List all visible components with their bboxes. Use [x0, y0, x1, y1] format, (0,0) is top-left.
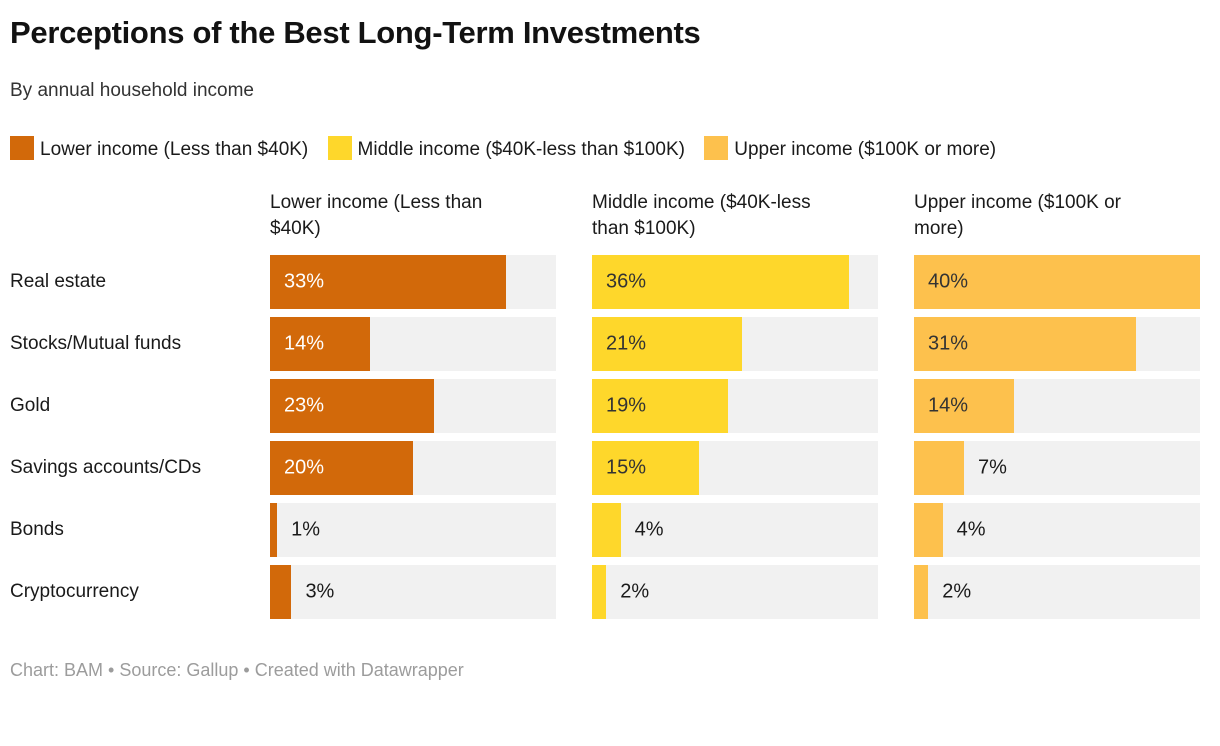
- bar-track: 14%: [914, 379, 1200, 433]
- legend-swatch-lower-income-icon: [10, 136, 34, 160]
- bar-track: 1%: [270, 503, 556, 557]
- bar: [270, 317, 371, 371]
- bar-track: 2%: [914, 565, 1200, 619]
- bar-value-label: 15%: [606, 456, 647, 479]
- bar-track: 2%: [592, 565, 878, 619]
- bar: [592, 503, 621, 557]
- bar-track: 20%: [270, 441, 556, 495]
- legend-item-upper-income: Upper income ($100K or more): [704, 136, 997, 160]
- chart-footer-attribution: Chart: BAM • Source: Gallup • Created wi…: [10, 660, 464, 680]
- bar: [270, 503, 278, 557]
- bar-value-label: 3%: [305, 580, 335, 603]
- legend-label-middle-income: Middle income ($40K-less than $100K): [357, 139, 685, 160]
- chart-row-cryptocurrency: Cryptocurrency 3% 2% 2%: [10, 565, 1200, 619]
- bar-value-label: 23%: [284, 394, 325, 417]
- bar: [914, 379, 1015, 433]
- chart-row-real-estate: Real estate 33% 36% 40%: [10, 255, 1200, 309]
- bar-value-label: 2%: [620, 580, 650, 603]
- chart-subtitle: By annual household income: [10, 80, 255, 101]
- row-label: Gold: [10, 395, 51, 416]
- column-headers: Lower income (Less than $40K) Middle inc…: [10, 190, 1200, 242]
- bar-value-label: 33%: [284, 270, 325, 293]
- bar: [592, 317, 743, 371]
- bar-track: 23%: [270, 379, 556, 433]
- bar: [270, 255, 506, 309]
- bar: [592, 379, 728, 433]
- bar: [914, 441, 965, 495]
- chart-row-stocks-mutual-funds: Stocks/Mutual funds 14% 21% 31%: [10, 317, 1200, 371]
- bar-track: 14%: [270, 317, 556, 371]
- bar-track: 31%: [914, 317, 1200, 371]
- column-header-lower-income: Lower income (Less than $40K): [270, 192, 483, 239]
- bar: [592, 441, 700, 495]
- bar-value-label: 19%: [606, 394, 647, 417]
- bar-value-label: 21%: [606, 332, 647, 355]
- row-label: Cryptocurrency: [10, 581, 139, 602]
- bar: [270, 379, 435, 433]
- column-header-middle-income: Middle income ($40K-less than $100K): [592, 192, 811, 239]
- bar-track: 3%: [270, 565, 556, 619]
- legend-swatch-upper-income-icon: [704, 136, 729, 160]
- bar-value-label: 14%: [928, 394, 969, 417]
- bar-track: 21%: [592, 317, 878, 371]
- bar-value-label: 2%: [942, 580, 972, 603]
- bar-track: 40%: [914, 255, 1200, 309]
- chart-title: Perceptions of the Best Long-Term Invest…: [10, 15, 701, 50]
- bar-value-label: 36%: [606, 270, 647, 293]
- bar: [270, 441, 413, 495]
- bar-value-label: 1%: [291, 518, 321, 541]
- bar-value-label: 31%: [928, 332, 969, 355]
- chart-card: Perceptions of the Best Long-Term Invest…: [0, 12, 1220, 746]
- bar-chart: Lower income (Less than $40K) Middle inc…: [10, 190, 1200, 619]
- chart-row-gold: Gold 23% 19% 14%: [10, 379, 1200, 433]
- bar-track: 15%: [592, 441, 878, 495]
- row-label: Real estate: [10, 271, 107, 292]
- bar-track: 33%: [270, 255, 556, 309]
- bar-track: 36%: [592, 255, 878, 309]
- legend-item-middle-income: Middle income ($40K-less than $100K): [327, 136, 685, 160]
- row-label: Stocks/Mutual funds: [10, 333, 182, 354]
- bar: [914, 255, 1200, 309]
- bar: [914, 317, 1136, 371]
- legend-label-lower-income: Lower income (Less than $40K): [40, 139, 309, 160]
- column-header-upper-income: Upper income ($100K or more): [914, 192, 1121, 239]
- bar-value-label: 7%: [978, 456, 1007, 479]
- bar-value-label: 4%: [956, 518, 986, 541]
- bar-track: 4%: [592, 503, 878, 557]
- bar-track: 4%: [914, 503, 1200, 557]
- legend-swatch-middle-income-icon: [327, 136, 352, 160]
- bar-track: 19%: [592, 379, 878, 433]
- bar: [914, 565, 929, 619]
- bar-value-label: 20%: [284, 456, 325, 479]
- row-label: Bonds: [10, 519, 64, 540]
- bar: [270, 565, 292, 619]
- legend-label-upper-income: Upper income ($100K or more): [734, 139, 997, 160]
- legend: Lower income (Less than $40K) Middle inc…: [10, 132, 1195, 167]
- chart-row-savings-accounts-cds: Savings accounts/CDs 20% 15% 7%: [10, 441, 1200, 495]
- chart-row-bonds: Bonds 1% 4% 4%: [10, 503, 1200, 557]
- bar-value-label: 40%: [928, 270, 969, 293]
- bar: [914, 503, 943, 557]
- bar: [592, 565, 607, 619]
- row-label: Savings accounts/CDs: [10, 457, 202, 478]
- bar: [592, 255, 850, 309]
- legend-item-lower-income: Lower income (Less than $40K): [10, 136, 309, 160]
- bar-value-label: 4%: [634, 518, 664, 541]
- bar-track: 7%: [914, 441, 1200, 495]
- column-header-spacer: [10, 190, 234, 242]
- bar-value-label: 14%: [284, 332, 325, 355]
